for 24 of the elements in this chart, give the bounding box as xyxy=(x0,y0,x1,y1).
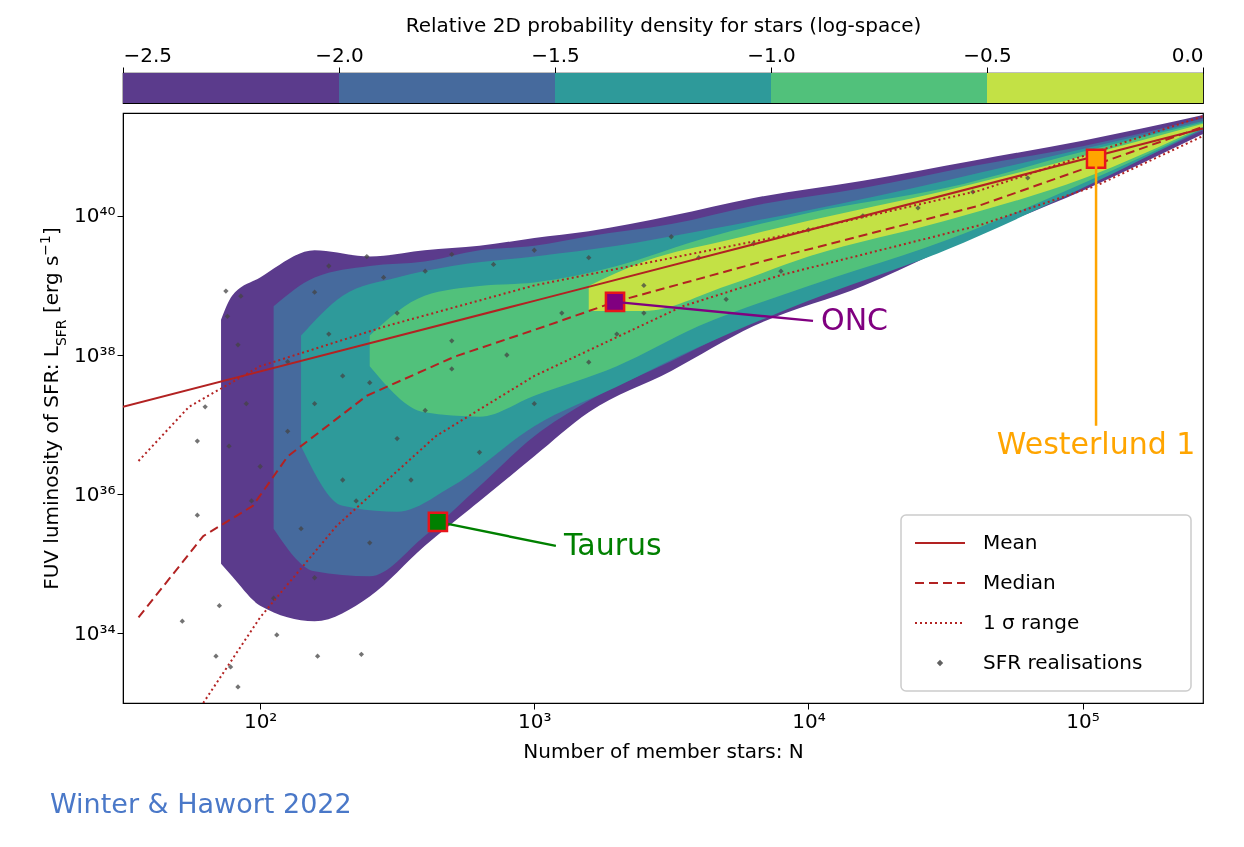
color-bar-label: −2.5 xyxy=(123,42,173,67)
legend-label: Median xyxy=(983,570,1056,594)
text: Westerlund 1 xyxy=(996,425,1196,461)
x-axis-title: Number of member stars: N xyxy=(523,738,804,763)
color-bar-label: −2.0 xyxy=(315,42,364,67)
y-tick-label: 10³⁶ xyxy=(74,481,116,506)
legend-label: Taurus xyxy=(562,526,662,562)
color-bar-title: Relative 2D probability density for stars (log-space) xyxy=(405,12,922,37)
text: ONC xyxy=(821,301,889,337)
y-tick-label: 10³⁴ xyxy=(74,620,116,645)
text: Winter & Hawort 2022 xyxy=(50,788,352,819)
legend-label: Mean xyxy=(983,530,1038,554)
y-tick-label: 10³⁸ xyxy=(74,342,116,367)
x-tick-label: 10⁵ xyxy=(1066,708,1100,733)
legend-label: SFR realisations xyxy=(983,650,1143,674)
color-bar-label: 0.0 xyxy=(1171,42,1204,67)
x-tick-label: 10² xyxy=(243,708,278,733)
x-tick-label: 10⁴ xyxy=(792,708,826,733)
x-tick-label: 10³ xyxy=(518,708,552,733)
legend-label: 1 σ range xyxy=(983,610,1080,634)
y-tick-label: 10⁴⁰ xyxy=(74,203,116,228)
color-bar-label: −1.5 xyxy=(531,42,580,67)
color-bar-label: −0.5 xyxy=(963,42,1012,67)
color-bar-label: −1.0 xyxy=(747,42,796,67)
